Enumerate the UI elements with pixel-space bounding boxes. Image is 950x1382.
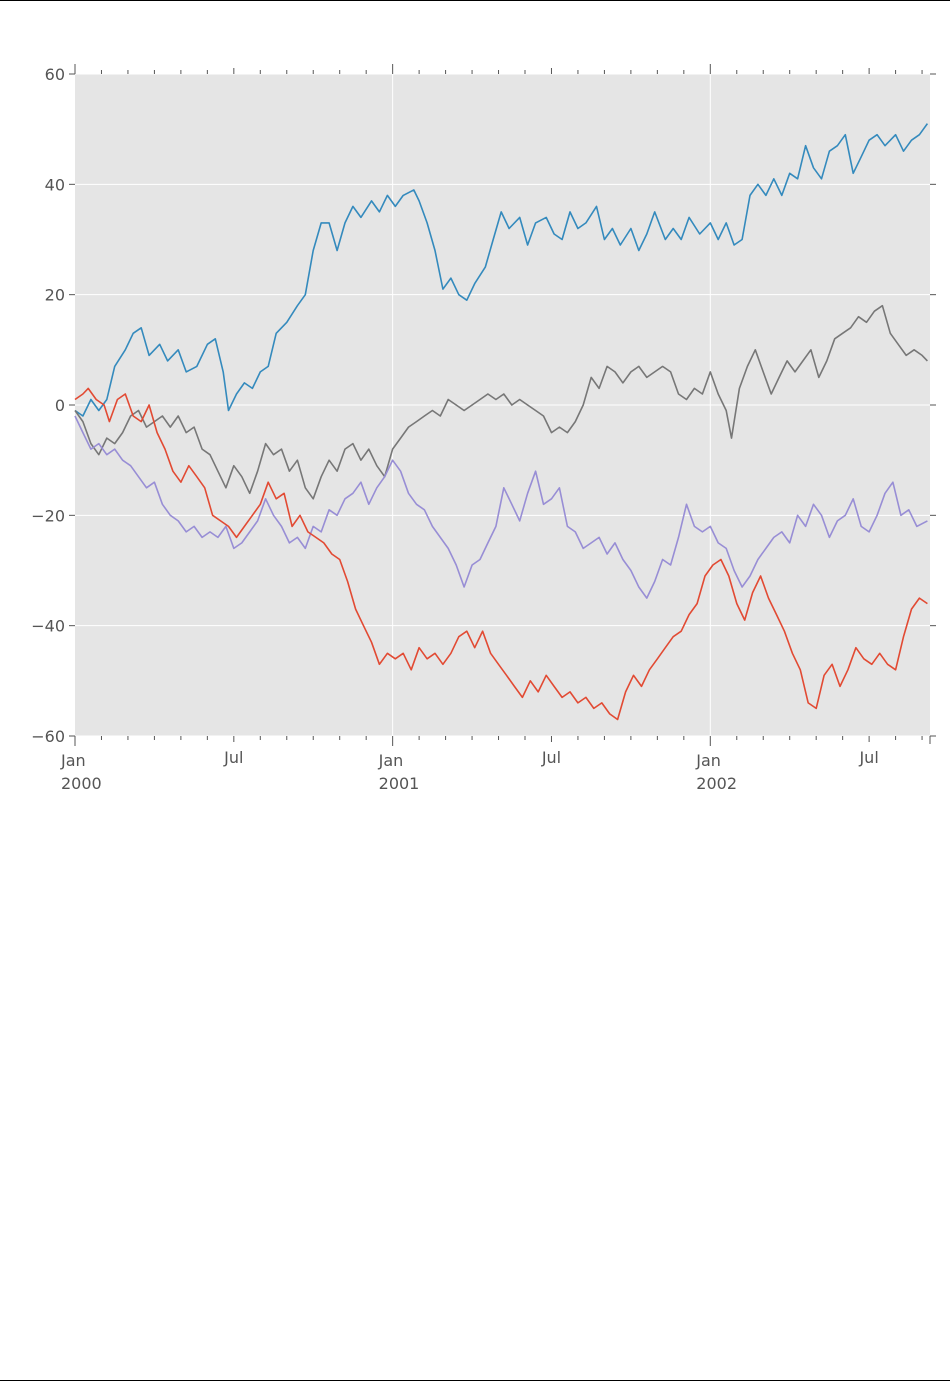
x-tick-label: Jan: [60, 751, 86, 770]
y-tick-label: 60: [45, 65, 65, 84]
x-tick-label-year: 2000: [61, 774, 102, 793]
x-tick-label: Jul: [858, 748, 878, 767]
series-purple-line: [74, 415, 928, 599]
x-tick-label: Jan: [695, 751, 721, 770]
series-layer: [74, 123, 929, 721]
y-tick-label: 40: [45, 175, 65, 194]
y-tick-label: −20: [31, 506, 65, 525]
axes: 60 40 20 0 −20 −40 −60 Jan 2000 Jul Jan 2001 Jul Jan 2…: [31, 64, 936, 793]
x-tick-label-year: 2001: [379, 774, 420, 793]
series-red-line: [74, 387, 928, 721]
y-tick-label: 20: [45, 286, 65, 305]
bottom-rule: [0, 1380, 950, 1381]
series-blue-line: [74, 123, 929, 417]
line-chart: 60 40 20 0 −20 −40 −60 Jan 2000 Jul Jan 2001 Jul Jan 2…: [31, 64, 936, 793]
grid: [75, 73, 930, 737]
top-rule: [0, 0, 950, 1]
y-tick-label: 0: [55, 396, 65, 415]
x-tick-label: Jan: [378, 751, 404, 770]
x-tick-label: Jul: [223, 748, 243, 767]
y-tick-label: −40: [31, 617, 65, 636]
x-tick-label: Jul: [541, 748, 561, 767]
series-gray-line: [74, 304, 928, 500]
y-tick-label: −60: [31, 727, 65, 746]
x-tick-label-year: 2002: [696, 774, 737, 793]
